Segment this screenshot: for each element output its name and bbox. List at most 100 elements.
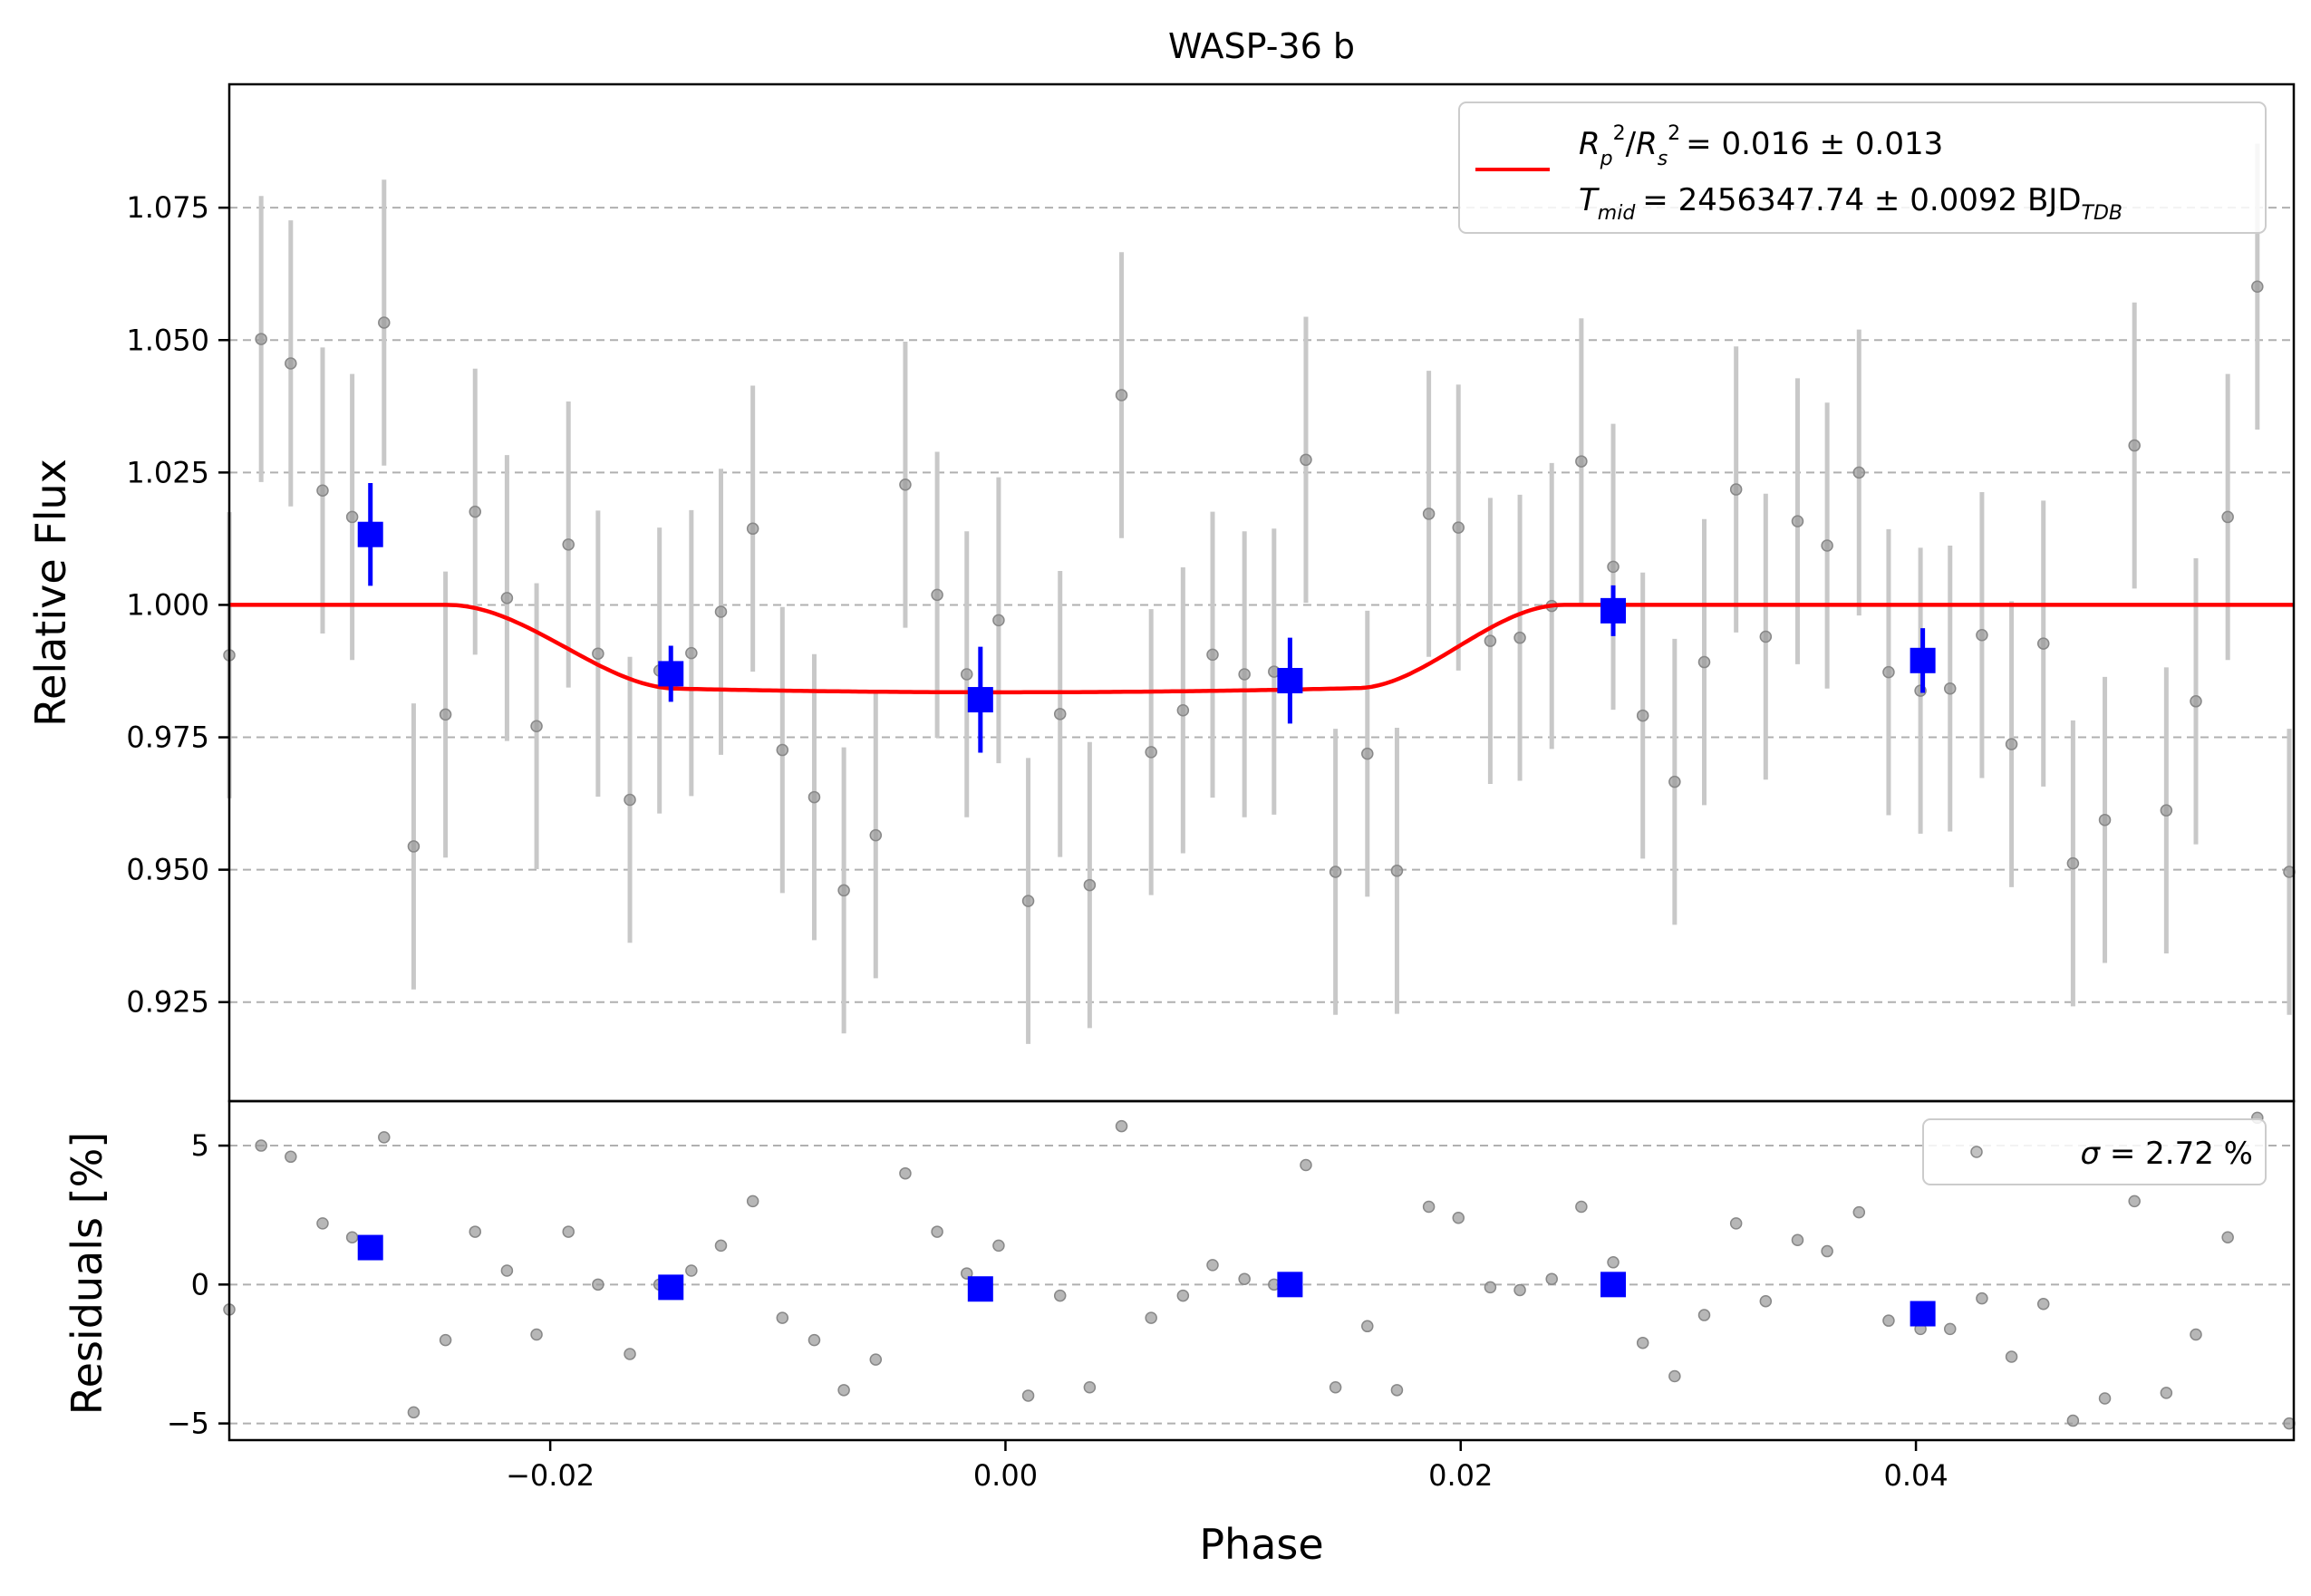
flux-point (500, 592, 514, 605)
xtick-label: 0.04 (1883, 1458, 1948, 1493)
flux-point (1422, 508, 1436, 520)
binned-point (967, 687, 993, 713)
flux-point (1976, 629, 1988, 642)
binned-residual-point (1910, 1301, 1936, 1327)
flux-point (776, 743, 789, 757)
legend-rprs-value: = 0.016 ± 0.013 (1686, 126, 1943, 162)
residual-point (2036, 1298, 2050, 1311)
binned-residual-point (1277, 1272, 1303, 1298)
residual-point (255, 1139, 267, 1152)
xtick-label: −0.02 (506, 1458, 595, 1493)
flux-ytick-label: 1.000 (126, 587, 209, 622)
y-axis-label-flux: Relative Flux (26, 459, 75, 727)
residual-point (1083, 1381, 1097, 1394)
residual-point (562, 1225, 575, 1238)
residual-point (1575, 1200, 1588, 1214)
residual-point (992, 1239, 1005, 1253)
legend-rprs: Rp2/Rs2 = 0.016 ± 0.013 (1579, 122, 1943, 170)
binned-residual-point (967, 1276, 993, 1302)
residual-point (1206, 1259, 1219, 1272)
flux-point (530, 720, 543, 733)
transit-model-curve (229, 603, 2294, 695)
residual-point (2160, 1387, 2173, 1399)
residual-point (1452, 1212, 1465, 1224)
flux-point (992, 614, 1005, 627)
flux-point (285, 357, 297, 370)
flux-point (378, 316, 391, 329)
flux-point (1021, 895, 1035, 907)
flux-point (685, 646, 698, 660)
binned-residual-point (658, 1274, 684, 1301)
y-axis-label-residuals: Residuals [%] (63, 1132, 111, 1415)
legend-sigma: σ = 2.72 % (2081, 1136, 2254, 1172)
legend-sigma-value: = 2.72 % (2110, 1136, 2253, 1172)
flux-point (2190, 695, 2202, 708)
residual-point (500, 1264, 514, 1277)
flux-point (899, 479, 912, 491)
binned-point (1600, 597, 1627, 624)
flux-point (2160, 804, 2173, 817)
residual-point (1882, 1314, 1895, 1327)
residual-point (1176, 1289, 1190, 1302)
residual-point (746, 1195, 759, 1208)
flux-point (1053, 708, 1067, 721)
residual-point (285, 1150, 297, 1164)
residual-point (2098, 1392, 2112, 1405)
flux-point (2098, 813, 2112, 827)
residual-point (899, 1166, 912, 1180)
residual-point (1545, 1272, 1558, 1285)
flux-point (1513, 631, 1526, 644)
residual-ytick-label: 0 (191, 1267, 209, 1301)
flux-point (469, 505, 482, 518)
flux-point (1668, 775, 1681, 788)
flux-point (1206, 648, 1219, 662)
residual-point (869, 1353, 883, 1366)
flux-point (407, 840, 421, 853)
flux-point (1329, 866, 1342, 878)
flux-point (1759, 630, 1773, 643)
flux-point (592, 647, 604, 660)
flux-point (316, 484, 329, 497)
residual-point (1852, 1205, 1866, 1219)
residual-point (407, 1406, 421, 1419)
flux-ytick-label: 1.075 (126, 190, 209, 225)
flux-ytick-label: 1.025 (126, 455, 209, 489)
flux-point (2221, 510, 2234, 524)
flux-point (1238, 668, 1251, 681)
flux-point (1575, 455, 1588, 468)
residual-point (1697, 1309, 1711, 1321)
flux-point (1145, 746, 1157, 759)
residual-ytick-label: 5 (191, 1128, 209, 1163)
xtick-label: 0.00 (973, 1458, 1038, 1493)
residual-point (624, 1348, 636, 1360)
flux-point (1083, 878, 1097, 892)
residual-point (1115, 1119, 1128, 1133)
residual-point (685, 1264, 698, 1277)
residual-point (776, 1311, 789, 1324)
flux-ytick-label: 0.925 (126, 985, 209, 1020)
residual-ytick-label: −5 (167, 1407, 209, 1441)
residual-point (1390, 1384, 1404, 1397)
residual-point (1976, 1291, 1988, 1305)
residual-point (1668, 1369, 1681, 1383)
residual-point (1361, 1320, 1374, 1333)
x-axis-label: Phase (1199, 1520, 1323, 1569)
flux-point (562, 538, 575, 551)
binned-point (357, 521, 383, 547)
flux-point (746, 522, 759, 536)
flux-point (2251, 280, 2264, 293)
residual-point (1729, 1217, 1743, 1230)
residuals-legend: σ = 2.72 % (1922, 1118, 2267, 1185)
flux-point (345, 510, 359, 524)
residual-point (961, 1267, 973, 1280)
flux-legend: Rp2/Rs2 = 0.016 ± 0.013 Tmid = 2456347.74 … (1458, 102, 2267, 234)
flux-point (714, 605, 728, 618)
flux-point (869, 828, 883, 842)
residual-point (378, 1131, 391, 1144)
flux-ytick-label: 0.975 (126, 721, 209, 755)
residual-point (1053, 1289, 1067, 1302)
residual-point (714, 1239, 728, 1253)
flux-point (2036, 637, 2050, 650)
flux-point (1791, 515, 1804, 527)
